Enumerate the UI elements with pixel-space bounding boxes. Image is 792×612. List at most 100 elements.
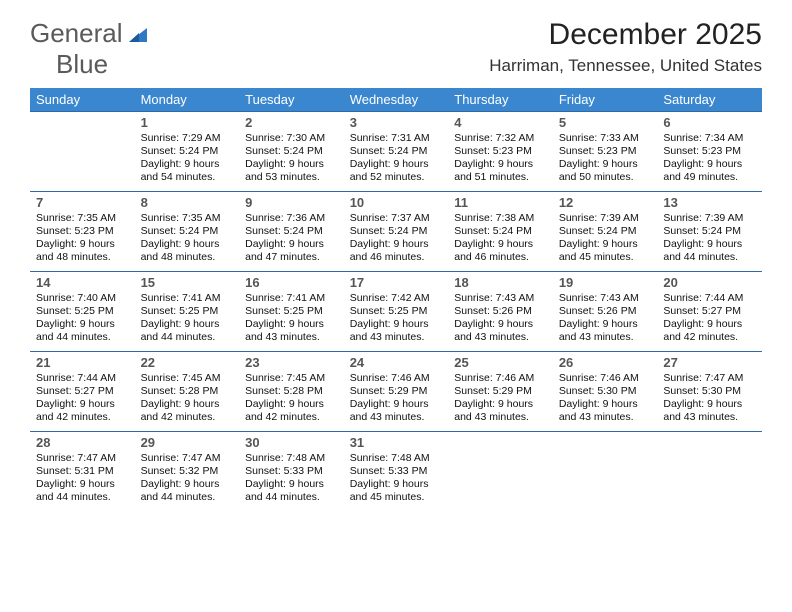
day-number: 8 xyxy=(141,195,234,210)
calendar-cell: 1 Sunrise: 7:29 AMSunset: 5:24 PMDaylight… xyxy=(135,112,240,192)
day-info: Sunrise: 7:42 AMSunset: 5:25 PMDaylight:… xyxy=(350,292,443,345)
day-info: Sunrise: 7:44 AMSunset: 5:27 PMDaylight:… xyxy=(663,292,756,345)
calendar-cell: 21Sunrise: 7:44 AMSunset: 5:27 PMDayligh… xyxy=(30,352,135,432)
calendar-cell: 12 Sunrise: 7:39 AMSunset: 5:24 PMDayligh… xyxy=(553,192,658,272)
calendar-header-row: SundayMondayTuesdayWednesdayThursdayFrid… xyxy=(30,88,762,112)
logo-word-blue: Blue xyxy=(56,49,108,79)
calendar-cell: 27 Sunrise: 7:47 AMSunset: 5:30 PMDayligh… xyxy=(657,352,762,432)
calendar-cell: 20 Sunrise: 7:44 AMSunset: 5:27 PMDayligh… xyxy=(657,272,762,352)
calendar-cell: 23 Sunrise: 7:45 AMSunset: 5:28 PMDayligh… xyxy=(239,352,344,432)
calendar-cell: 7 Sunrise: 7:35 AMSunset: 5:23 PMDaylight… xyxy=(30,192,135,272)
calendar-cell: 22 Sunrise: 7:45 AMSunset: 5:28 PMDayligh… xyxy=(135,352,240,432)
day-info: Sunrise: 7:46 AMSunset: 5:30 PMDaylight:… xyxy=(559,372,652,425)
day-info: Sunrise: 7:36 AMSunset: 5:24 PMDaylight:… xyxy=(245,212,338,265)
calendar-cell: 8Sunrise: 7:35 AMSunset: 5:24 PMDaylight… xyxy=(135,192,240,272)
day-info: Sunrise: 7:35 AMSunset: 5:23 PMDaylight:… xyxy=(36,212,129,265)
day-number: 7 xyxy=(36,195,129,210)
logo: General Blue xyxy=(30,18,149,80)
day-header: Friday xyxy=(553,88,658,112)
day-number: 1 xyxy=(141,115,234,130)
day-info: Sunrise: 7:41 AMSunset: 5:25 PMDaylight:… xyxy=(141,292,234,345)
day-number: 27 xyxy=(663,355,756,370)
day-info: Sunrise: 7:41 AMSunset: 5:25 PMDaylight:… xyxy=(245,292,338,345)
day-number: 6 xyxy=(663,115,756,130)
calendar-cell xyxy=(448,432,553,512)
day-info: Sunrise: 7:29 AMSunset: 5:24 PMDaylight:… xyxy=(141,132,234,185)
day-info: Sunrise: 7:46 AMSunset: 5:29 PMDaylight:… xyxy=(350,372,443,425)
day-number: 10 xyxy=(350,195,443,210)
day-info: Sunrise: 7:37 AMSunset: 5:24 PMDaylight:… xyxy=(350,212,443,265)
day-info: Sunrise: 7:47 AMSunset: 5:30 PMDaylight:… xyxy=(663,372,756,425)
day-info: Sunrise: 7:45 AMSunset: 5:28 PMDaylight:… xyxy=(245,372,338,425)
day-info: Sunrise: 7:40 AMSunset: 5:25 PMDaylight:… xyxy=(36,292,129,345)
day-info: Sunrise: 7:48 AMSunset: 5:33 PMDaylight:… xyxy=(350,452,443,505)
day-number: 26 xyxy=(559,355,652,370)
day-info: Sunrise: 7:46 AMSunset: 5:29 PMDaylight:… xyxy=(454,372,547,425)
calendar-cell: 16 Sunrise: 7:41 AMSunset: 5:25 PMDayligh… xyxy=(239,272,344,352)
day-info: Sunrise: 7:34 AMSunset: 5:23 PMDaylight:… xyxy=(663,132,756,185)
day-number: 18 xyxy=(454,275,547,290)
calendar-cell: 24 Sunrise: 7:46 AMSunset: 5:29 PMDayligh… xyxy=(344,352,449,432)
calendar-cell: 31 Sunrise: 7:48 AMSunset: 5:33 PMDayligh… xyxy=(344,432,449,512)
calendar-cell: 5 Sunrise: 7:33 AMSunset: 5:23 PMDaylight… xyxy=(553,112,658,192)
day-header: Tuesday xyxy=(239,88,344,112)
day-header: Saturday xyxy=(657,88,762,112)
day-info: Sunrise: 7:31 AMSunset: 5:24 PMDaylight:… xyxy=(350,132,443,185)
calendar-cell: 10 Sunrise: 7:37 AMSunset: 5:24 PMDayligh… xyxy=(344,192,449,272)
calendar-week-row: 14 Sunrise: 7:40 AMSunset: 5:25 PMDayligh… xyxy=(30,272,762,352)
calendar-cell: 18Sunrise: 7:43 AMSunset: 5:26 PMDayligh… xyxy=(448,272,553,352)
day-header: Wednesday xyxy=(344,88,449,112)
title-block: December 2025 Harriman, Tennessee, Unite… xyxy=(489,18,762,76)
day-info: Sunrise: 7:32 AMSunset: 5:23 PMDaylight:… xyxy=(454,132,547,185)
day-number: 5 xyxy=(559,115,652,130)
day-number: 25 xyxy=(454,355,547,370)
day-info: Sunrise: 7:43 AMSunset: 5:26 PMDaylight:… xyxy=(559,292,652,345)
logo-sail-icon xyxy=(127,26,149,44)
day-number: 20 xyxy=(663,275,756,290)
day-number: 12 xyxy=(559,195,652,210)
calendar-cell: 15 Sunrise: 7:41 AMSunset: 5:25 PMDayligh… xyxy=(135,272,240,352)
day-info: Sunrise: 7:45 AMSunset: 5:28 PMDaylight:… xyxy=(141,372,234,425)
header: General Blue December 2025 Harriman, Ten… xyxy=(30,18,762,80)
day-header: Monday xyxy=(135,88,240,112)
calendar-cell xyxy=(30,112,135,192)
location: Harriman, Tennessee, United States xyxy=(489,56,762,76)
day-info: Sunrise: 7:39 AMSunset: 5:24 PMDaylight:… xyxy=(559,212,652,265)
day-number: 13 xyxy=(663,195,756,210)
day-number: 30 xyxy=(245,435,338,450)
calendar-week-row: 21Sunrise: 7:44 AMSunset: 5:27 PMDayligh… xyxy=(30,352,762,432)
day-info: Sunrise: 7:33 AMSunset: 5:23 PMDaylight:… xyxy=(559,132,652,185)
calendar-week-row: 7 Sunrise: 7:35 AMSunset: 5:23 PMDaylight… xyxy=(30,192,762,272)
calendar-cell: 25 Sunrise: 7:46 AMSunset: 5:29 PMDayligh… xyxy=(448,352,553,432)
calendar-week-row: 1 Sunrise: 7:29 AMSunset: 5:24 PMDaylight… xyxy=(30,112,762,192)
calendar-cell: 9 Sunrise: 7:36 AMSunset: 5:24 PMDaylight… xyxy=(239,192,344,272)
day-number: 31 xyxy=(350,435,443,450)
day-number: 28 xyxy=(36,435,129,450)
calendar-body: 1 Sunrise: 7:29 AMSunset: 5:24 PMDaylight… xyxy=(30,112,762,512)
day-number: 4 xyxy=(454,115,547,130)
day-header: Thursday xyxy=(448,88,553,112)
logo-text: General Blue xyxy=(30,18,149,80)
day-info: Sunrise: 7:30 AMSunset: 5:24 PMDaylight:… xyxy=(245,132,338,185)
day-number: 24 xyxy=(350,355,443,370)
day-number: 16 xyxy=(245,275,338,290)
day-number: 3 xyxy=(350,115,443,130)
calendar-cell: 28Sunrise: 7:47 AMSunset: 5:31 PMDayligh… xyxy=(30,432,135,512)
day-number: 22 xyxy=(141,355,234,370)
calendar-cell xyxy=(553,432,658,512)
calendar-cell: 19Sunrise: 7:43 AMSunset: 5:26 PMDayligh… xyxy=(553,272,658,352)
day-number: 9 xyxy=(245,195,338,210)
calendar-cell: 26 Sunrise: 7:46 AMSunset: 5:30 PMDayligh… xyxy=(553,352,658,432)
day-number: 14 xyxy=(36,275,129,290)
calendar-cell: 17Sunrise: 7:42 AMSunset: 5:25 PMDayligh… xyxy=(344,272,449,352)
day-header: Sunday xyxy=(30,88,135,112)
day-info: Sunrise: 7:48 AMSunset: 5:33 PMDaylight:… xyxy=(245,452,338,505)
day-number: 15 xyxy=(141,275,234,290)
calendar-table: SundayMondayTuesdayWednesdayThursdayFrid… xyxy=(30,88,762,512)
page-title: December 2025 xyxy=(489,18,762,52)
calendar-cell: 3 Sunrise: 7:31 AMSunset: 5:24 PMDaylight… xyxy=(344,112,449,192)
calendar-week-row: 28Sunrise: 7:47 AMSunset: 5:31 PMDayligh… xyxy=(30,432,762,512)
calendar-cell: 11Sunrise: 7:38 AMSunset: 5:24 PMDayligh… xyxy=(448,192,553,272)
day-info: Sunrise: 7:47 AMSunset: 5:32 PMDaylight:… xyxy=(141,452,234,505)
day-number: 23 xyxy=(245,355,338,370)
